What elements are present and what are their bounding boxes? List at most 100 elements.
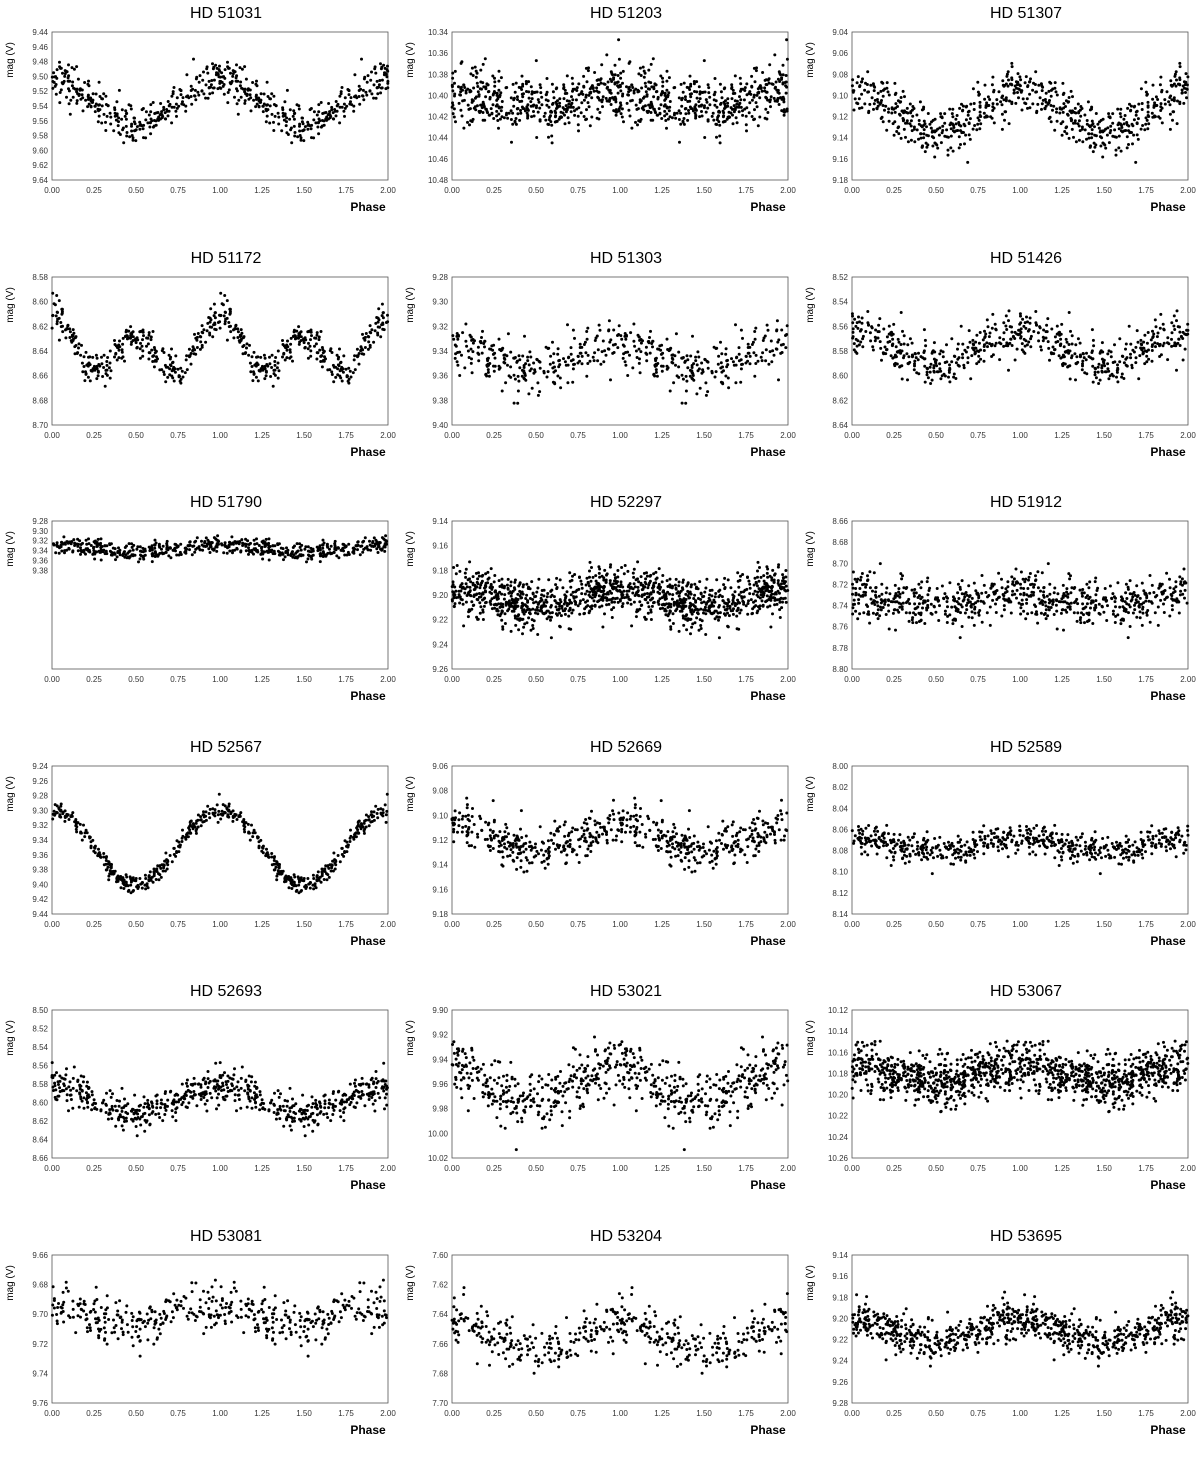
data-point [739, 380, 743, 384]
data-point [357, 84, 361, 88]
data-point [658, 597, 662, 601]
data-point [864, 329, 868, 333]
data-point [210, 79, 214, 82]
data-point [139, 341, 142, 345]
data-point [1138, 353, 1142, 357]
data-point [125, 134, 129, 138]
data-point [776, 97, 780, 101]
data-point [946, 153, 950, 157]
data-point [315, 357, 319, 360]
data-point [683, 360, 687, 364]
data-point [86, 362, 90, 366]
data-point [162, 369, 166, 373]
data-point [1079, 114, 1083, 118]
data-point [653, 374, 657, 377]
data-point [130, 545, 134, 549]
data-point [175, 96, 179, 100]
data-point [700, 114, 704, 118]
data-point [750, 74, 754, 78]
data-point [744, 123, 748, 127]
data-point [985, 115, 989, 119]
data-point [255, 97, 259, 101]
data-point [206, 96, 210, 100]
data-point [352, 104, 356, 108]
data-point [509, 109, 513, 113]
data-point [649, 111, 653, 114]
data-point [538, 360, 542, 364]
data-point [697, 100, 701, 104]
data-point [522, 107, 526, 111]
data-point [1067, 136, 1071, 140]
data-point [966, 360, 970, 364]
data-point [281, 114, 285, 118]
data-point [1145, 341, 1149, 345]
data-point [225, 338, 229, 342]
data-point [186, 544, 190, 548]
data-point [222, 92, 226, 96]
data-point [474, 75, 478, 79]
data-point [1159, 352, 1163, 356]
data-point [521, 82, 525, 86]
data-point [81, 109, 85, 113]
data-point [460, 60, 464, 64]
data-point [719, 380, 723, 384]
data-point [361, 550, 365, 554]
data-point [269, 374, 273, 378]
data-point [861, 77, 864, 81]
data-point [1111, 360, 1115, 364]
data-point [638, 356, 641, 360]
data-point [233, 95, 236, 99]
data-point [932, 369, 936, 373]
data-point [674, 116, 678, 120]
data-point [628, 60, 632, 64]
data-point [970, 353, 974, 357]
data-point [957, 135, 961, 139]
data-point [200, 345, 204, 349]
data-point [688, 105, 692, 109]
data-point [593, 350, 597, 354]
data-point [1159, 105, 1163, 109]
y-tick-label: 9.44 [32, 28, 48, 37]
data-point [1104, 127, 1108, 131]
data-point [338, 94, 342, 98]
data-point [295, 542, 299, 546]
data-point [263, 364, 267, 368]
data-point [594, 336, 598, 339]
data-point [61, 71, 64, 75]
data-point [71, 550, 75, 554]
data-point [1090, 107, 1093, 111]
data-point [467, 355, 471, 359]
data-point [219, 313, 223, 317]
data-point [228, 549, 232, 553]
data-point [694, 358, 698, 362]
data-point [724, 346, 728, 350]
data-point [209, 83, 213, 87]
data-point [1088, 125, 1092, 129]
data-point [268, 121, 272, 125]
data-point [130, 129, 134, 133]
data-point [228, 307, 232, 311]
data-point [149, 337, 153, 341]
data-point [292, 329, 296, 333]
y-tick-label: 9.14 [432, 517, 448, 526]
data-point [604, 353, 608, 357]
data-point [574, 98, 578, 102]
data-point [635, 355, 639, 359]
data-point [588, 124, 592, 128]
data-point [272, 120, 275, 124]
data-point [235, 541, 238, 545]
data-point [57, 338, 61, 342]
data-point [586, 69, 590, 73]
data-point [625, 85, 628, 89]
data-point [628, 114, 632, 118]
data-point [272, 549, 276, 553]
data-point [974, 340, 978, 344]
data-point [610, 80, 614, 83]
data-point [663, 114, 667, 118]
data-point [317, 110, 321, 114]
data-point [766, 111, 770, 114]
data-point [384, 87, 388, 91]
data-point [1040, 89, 1044, 93]
y-tick-label: 8.52 [832, 273, 848, 282]
data-point [1090, 136, 1094, 140]
